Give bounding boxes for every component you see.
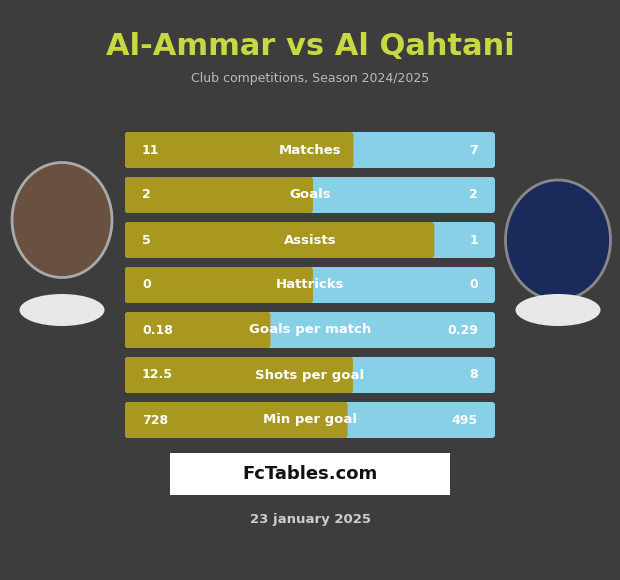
Text: Goals per match: Goals per match — [249, 324, 371, 336]
FancyBboxPatch shape — [125, 132, 495, 168]
Text: 2: 2 — [469, 188, 478, 201]
FancyBboxPatch shape — [125, 222, 435, 258]
Text: 2: 2 — [142, 188, 151, 201]
FancyBboxPatch shape — [125, 402, 348, 438]
Text: Min per goal: Min per goal — [263, 414, 357, 426]
Text: 5: 5 — [142, 234, 151, 246]
Ellipse shape — [505, 180, 611, 300]
Text: FcTables.com: FcTables.com — [242, 465, 378, 483]
FancyBboxPatch shape — [125, 402, 495, 438]
FancyBboxPatch shape — [125, 312, 495, 348]
Text: Goals: Goals — [289, 188, 331, 201]
Text: 7: 7 — [469, 143, 478, 157]
FancyBboxPatch shape — [125, 357, 353, 393]
FancyBboxPatch shape — [125, 132, 353, 168]
Ellipse shape — [515, 294, 601, 326]
Text: Hattricks: Hattricks — [276, 278, 344, 292]
FancyBboxPatch shape — [125, 267, 313, 303]
FancyBboxPatch shape — [170, 453, 450, 495]
FancyBboxPatch shape — [125, 312, 270, 348]
Text: 0.18: 0.18 — [142, 324, 173, 336]
Ellipse shape — [12, 162, 112, 277]
Text: 1: 1 — [469, 234, 478, 246]
FancyBboxPatch shape — [125, 177, 313, 213]
Text: 0: 0 — [469, 278, 478, 292]
Text: 12.5: 12.5 — [142, 368, 173, 382]
Text: 495: 495 — [452, 414, 478, 426]
FancyBboxPatch shape — [125, 177, 495, 213]
Text: 11: 11 — [142, 143, 159, 157]
Text: Shots per goal: Shots per goal — [255, 368, 365, 382]
Text: Matches: Matches — [278, 143, 342, 157]
Text: Al-Ammar vs Al Qahtani: Al-Ammar vs Al Qahtani — [105, 32, 515, 61]
FancyBboxPatch shape — [125, 222, 495, 258]
Ellipse shape — [19, 294, 105, 326]
Text: 0: 0 — [142, 278, 151, 292]
Text: 0.29: 0.29 — [447, 324, 478, 336]
Text: Assists: Assists — [284, 234, 336, 246]
Text: 728: 728 — [142, 414, 168, 426]
FancyBboxPatch shape — [125, 267, 495, 303]
Text: 8: 8 — [469, 368, 478, 382]
FancyBboxPatch shape — [125, 357, 495, 393]
Text: 23 january 2025: 23 january 2025 — [249, 513, 371, 527]
Text: Club competitions, Season 2024/2025: Club competitions, Season 2024/2025 — [191, 72, 429, 85]
